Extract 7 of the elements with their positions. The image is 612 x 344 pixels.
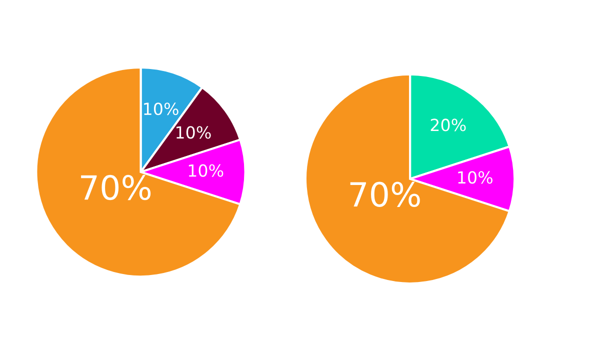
data-label: 70% [350, 182, 420, 207]
data-label: 70% [81, 174, 151, 200]
data-label: 20% [430, 118, 466, 132]
data-label: 10% [144, 102, 178, 116]
data-label: 10% [458, 171, 492, 184]
data-label: 10% [176, 126, 211, 139]
data-label: 10% [188, 164, 224, 177]
